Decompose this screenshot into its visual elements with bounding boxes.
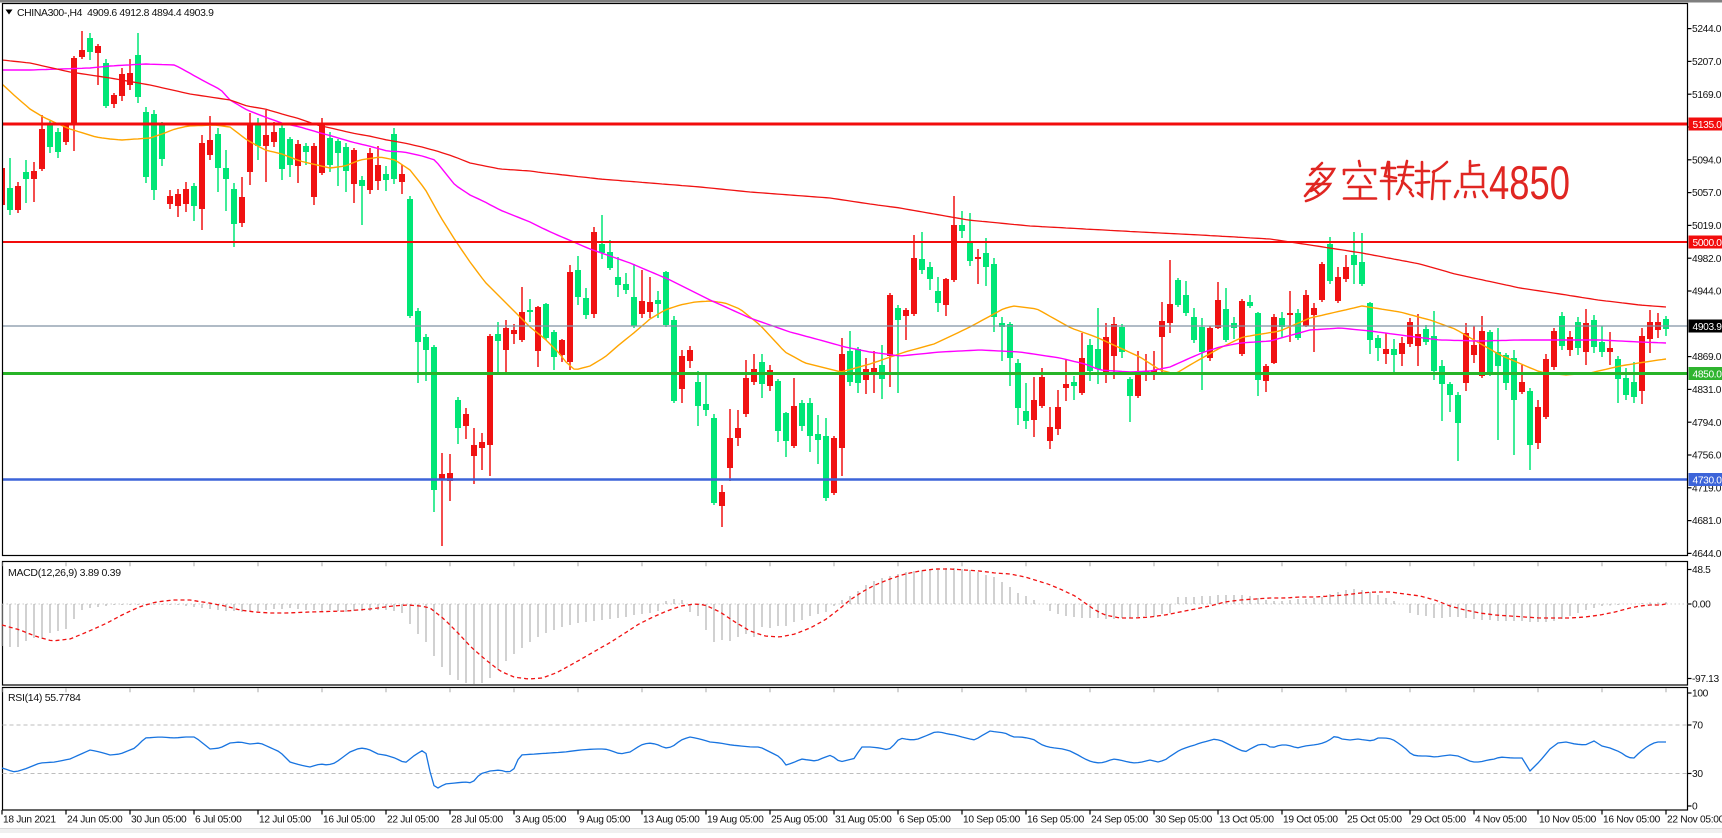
svg-text:22 Nov 05:00: 22 Nov 05:00	[1667, 815, 1722, 826]
svg-text:31 Aug 05:00: 31 Aug 05:00	[835, 815, 892, 826]
svg-text:25 Oct 05:00: 25 Oct 05:00	[1347, 815, 1402, 826]
svg-text:30 Sep 05:00: 30 Sep 05:00	[1155, 815, 1213, 826]
svg-text:6 Jul 05:00: 6 Jul 05:00	[195, 815, 242, 826]
svg-text:5169.0: 5169.0	[1692, 90, 1722, 101]
svg-text:10 Sep 05:00: 10 Sep 05:00	[963, 815, 1021, 826]
svg-text:4756.0: 4756.0	[1692, 451, 1722, 462]
svg-text:70: 70	[1692, 721, 1703, 732]
svg-text:22 Jul 05:00: 22 Jul 05:00	[387, 815, 440, 826]
svg-text:3 Aug 05:00: 3 Aug 05:00	[515, 815, 567, 826]
svg-text:30: 30	[1692, 769, 1703, 780]
svg-text:19 Aug 05:00: 19 Aug 05:00	[707, 815, 764, 826]
svg-text:24 Sep 05:00: 24 Sep 05:00	[1091, 815, 1149, 826]
svg-text:5094.0: 5094.0	[1692, 155, 1722, 166]
svg-text:MACD(12,26,9) 3.89 0.39: MACD(12,26,9) 3.89 0.39	[8, 567, 121, 579]
svg-text:5000.0: 5000.0	[1693, 238, 1722, 249]
svg-text:13 Oct 05:00: 13 Oct 05:00	[1219, 815, 1274, 826]
svg-text:16 Jul 05:00: 16 Jul 05:00	[323, 815, 376, 826]
svg-text:12 Jul 05:00: 12 Jul 05:00	[259, 815, 312, 826]
svg-text:29 Oct 05:00: 29 Oct 05:00	[1411, 815, 1466, 826]
svg-text:4730.0: 4730.0	[1693, 475, 1722, 486]
svg-text:5207.0: 5207.0	[1692, 57, 1722, 68]
svg-text:4831.0: 4831.0	[1692, 385, 1722, 396]
svg-text:10 Nov 05:00: 10 Nov 05:00	[1539, 815, 1597, 826]
svg-text:9 Aug 05:00: 9 Aug 05:00	[579, 815, 631, 826]
svg-text:25 Aug 05:00: 25 Aug 05:00	[771, 815, 828, 826]
svg-text:4850.0: 4850.0	[1693, 369, 1722, 380]
svg-text:4794.0: 4794.0	[1692, 418, 1722, 429]
svg-text:100: 100	[1692, 689, 1709, 700]
svg-text:4681.0: 4681.0	[1692, 516, 1722, 527]
svg-text:4644.0: 4644.0	[1692, 549, 1722, 560]
svg-text:4944.0: 4944.0	[1692, 287, 1722, 298]
svg-text:16 Sep 05:00: 16 Sep 05:00	[1027, 815, 1085, 826]
svg-text:5019.0: 5019.0	[1692, 221, 1722, 232]
svg-text:16 Nov 05:00: 16 Nov 05:00	[1603, 815, 1661, 826]
svg-text:RSI(14) 55.7784: RSI(14) 55.7784	[8, 692, 81, 704]
svg-text:5135.0: 5135.0	[1693, 120, 1722, 131]
svg-text:0: 0	[1692, 802, 1698, 813]
svg-text:4 Nov 05:00: 4 Nov 05:00	[1475, 815, 1527, 826]
svg-text:4982.0: 4982.0	[1692, 254, 1722, 265]
svg-text:4903.9: 4903.9	[1693, 322, 1722, 333]
svg-text:24 Jun 05:00: 24 Jun 05:00	[67, 815, 123, 826]
svg-text:CHINA300-,H4 4909.6 4912.8 48: CHINA300-,H4 4909.6 4912.8 4894.4 4903.9	[17, 8, 214, 19]
svg-text:30 Jun 05:00: 30 Jun 05:00	[131, 815, 187, 826]
svg-text:6 Sep 05:00: 6 Sep 05:00	[899, 815, 951, 826]
svg-text:4869.0: 4869.0	[1692, 352, 1722, 363]
svg-text:-97.13: -97.13	[1692, 674, 1719, 685]
svg-text:19 Oct 05:00: 19 Oct 05:00	[1283, 815, 1338, 826]
svg-text:48.5: 48.5	[1692, 565, 1711, 576]
svg-text:0.00: 0.00	[1692, 600, 1711, 611]
svg-text:18 Jun 2021: 18 Jun 2021	[3, 815, 56, 826]
svg-text:13 Aug 05:00: 13 Aug 05:00	[643, 815, 700, 826]
svg-text:28 Jul 05:00: 28 Jul 05:00	[451, 815, 504, 826]
svg-text:5244.0: 5244.0	[1692, 24, 1722, 35]
svg-text:4850: 4850	[1489, 156, 1570, 209]
svg-text:5057.0: 5057.0	[1692, 188, 1722, 199]
